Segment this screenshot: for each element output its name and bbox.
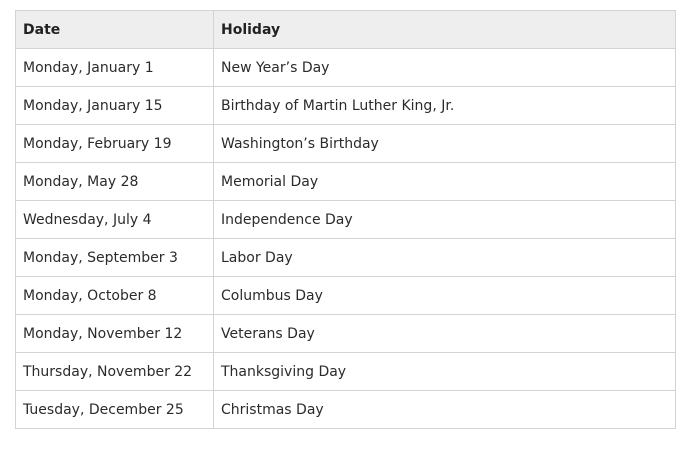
table-body: Monday, January 1 New Year’s Day Monday,… (15, 48, 676, 429)
holiday-cell: Columbus Day (213, 276, 676, 315)
table-row: Monday, May 28 Memorial Day (15, 162, 676, 201)
header-row: Date Holiday (15, 10, 676, 49)
table-row: Monday, February 19 Washington’s Birthda… (15, 124, 676, 163)
holiday-cell: New Year’s Day (213, 48, 676, 87)
column-header-holiday: Holiday (213, 10, 676, 49)
date-cell: Monday, January 1 (15, 48, 214, 87)
table-row: Thursday, November 22 Thanksgiving Day (15, 352, 676, 391)
date-cell: Monday, February 19 (15, 124, 214, 163)
holiday-cell: Veterans Day (213, 314, 676, 353)
date-cell: Monday, October 8 (15, 276, 214, 315)
holiday-cell: Washington’s Birthday (213, 124, 676, 163)
date-cell: Thursday, November 22 (15, 352, 214, 391)
holiday-cell: Memorial Day (213, 162, 676, 201)
holiday-cell: Christmas Day (213, 390, 676, 429)
table-row: Monday, January 1 New Year’s Day (15, 48, 676, 87)
date-cell: Monday, November 12 (15, 314, 214, 353)
holiday-cell: Birthday of Martin Luther King, Jr. (213, 86, 676, 125)
table-row: Wednesday, July 4 Independence Day (15, 200, 676, 239)
table-row: Monday, January 15 Birthday of Martin Lu… (15, 86, 676, 125)
date-cell: Monday, May 28 (15, 162, 214, 201)
date-cell: Tuesday, December 25 (15, 390, 214, 429)
holiday-cell: Independence Day (213, 200, 676, 239)
holiday-table: Date Holiday Monday, January 1 New Year’… (15, 10, 676, 429)
table-row: Monday, September 3 Labor Day (15, 238, 676, 277)
table-header: Date Holiday (15, 10, 676, 49)
date-cell: Monday, January 15 (15, 86, 214, 125)
holiday-cell: Labor Day (213, 238, 676, 277)
date-cell: Wednesday, July 4 (15, 200, 214, 239)
holiday-cell: Thanksgiving Day (213, 352, 676, 391)
table-row: Tuesday, December 25 Christmas Day (15, 390, 676, 429)
date-cell: Monday, September 3 (15, 238, 214, 277)
table-row: Monday, November 12 Veterans Day (15, 314, 676, 353)
column-header-date: Date (15, 10, 214, 49)
table-row: Monday, October 8 Columbus Day (15, 276, 676, 315)
